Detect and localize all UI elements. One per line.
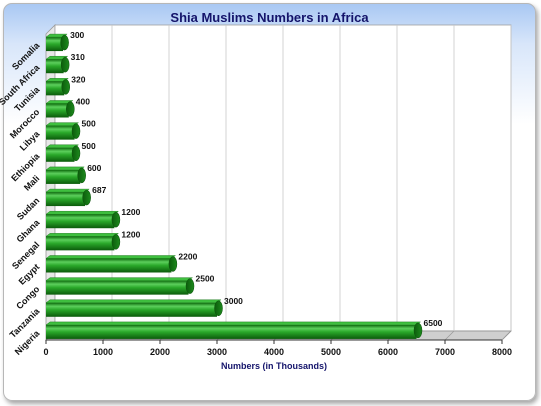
bar-body (46, 169, 81, 184)
bar-top (45, 188, 90, 193)
bar-cap (168, 256, 178, 272)
bar-body (46, 81, 65, 96)
category-label: Congo (14, 284, 42, 312)
bar: 320 (45, 74, 86, 96)
bar-top (45, 78, 69, 82)
bar-body (46, 302, 217, 317)
bar: 3000 (45, 296, 243, 317)
data-label: 6500 (424, 318, 443, 328)
bar-top (45, 100, 74, 104)
gridline-floor (444, 330, 455, 341)
bar-body (46, 59, 64, 74)
bar-body (46, 324, 417, 339)
bar-cap (61, 79, 70, 95)
bar-body (46, 147, 75, 162)
data-label: 3000 (224, 296, 243, 306)
bar-cap (71, 145, 81, 162)
category-label: Sudan (15, 195, 42, 222)
bar: 687 (45, 185, 107, 207)
bar: 6500 (45, 318, 443, 339)
bar-cap (66, 101, 75, 117)
data-label: 1200 (121, 229, 140, 239)
data-label: 300 (70, 30, 84, 40)
x-tick-label: 3000 (207, 347, 227, 357)
bar: 500 (45, 141, 96, 162)
bar: 2500 (45, 274, 215, 295)
bar-cap (185, 278, 195, 294)
bar-body (46, 236, 115, 251)
bar-cap (60, 34, 69, 51)
bar-top (45, 33, 68, 38)
bar: 1200 (45, 207, 141, 229)
data-label: 310 (71, 52, 85, 62)
data-label: 320 (71, 74, 85, 84)
x-axis-title: Numbers (in Thousands) (221, 361, 327, 371)
bar-top (45, 56, 69, 60)
bar-top (45, 144, 80, 148)
bar-body (46, 37, 64, 52)
bar: 300 (45, 30, 85, 52)
data-label: 400 (76, 97, 90, 107)
bar-body (46, 125, 75, 140)
x-tick-label: 0 (43, 347, 48, 357)
x-tick-label: 1000 (93, 347, 113, 357)
data-label: 1200 (121, 207, 140, 217)
bar-cap (111, 234, 121, 250)
x-axis-ticks: 0 1000 2000 3000 4000 5000 6000 7000 8000 (43, 339, 512, 357)
bar-body (46, 258, 172, 273)
bar-cap (413, 322, 423, 339)
bar-body (46, 103, 69, 118)
bar-cap (77, 167, 86, 184)
bar: 500 (45, 119, 96, 140)
data-label: 687 (92, 185, 106, 195)
data-label: 600 (87, 163, 101, 173)
chart-title: Shia Muslims Numbers in Africa (170, 10, 369, 25)
data-label: 500 (82, 119, 96, 129)
bar: 310 (45, 52, 85, 74)
bar-cap (214, 300, 223, 317)
data-label: 500 (82, 141, 96, 151)
bar-body (46, 280, 189, 295)
bar-cap (111, 211, 121, 228)
x-tick-label: 2000 (150, 347, 170, 357)
x-tick-label: 8000 (492, 347, 512, 357)
bar-body (46, 214, 115, 229)
bar: 1200 (45, 229, 141, 251)
bar-cap (71, 123, 81, 139)
bar: 2200 (45, 252, 198, 273)
x-tick-label: 7000 (435, 347, 455, 357)
category-label: Mali (22, 173, 41, 192)
x-tick-label: 6000 (378, 347, 398, 357)
bar-cap (60, 56, 70, 73)
bar: 600 (45, 163, 102, 184)
data-label: 2200 (178, 252, 197, 262)
bar-top (45, 255, 176, 259)
bar-top (45, 277, 194, 281)
bar-body (46, 192, 86, 207)
bars: 300 310 320 400 500 500 600 687 1200 1200 2200 2500… (45, 30, 443, 339)
bar-top (45, 233, 120, 237)
bar-top (45, 321, 422, 326)
category-label: Ghana (15, 217, 43, 245)
x-tick-label: 4000 (264, 347, 284, 357)
bar-top (45, 122, 80, 126)
data-label: 2500 (196, 274, 215, 284)
bar-top (45, 211, 120, 215)
bar-top (45, 299, 222, 303)
x-tick-label: 5000 (321, 347, 341, 357)
bar-top (45, 166, 85, 171)
bar-cap (82, 189, 91, 206)
gridline-floor (501, 330, 512, 341)
bar: 400 (45, 97, 90, 118)
